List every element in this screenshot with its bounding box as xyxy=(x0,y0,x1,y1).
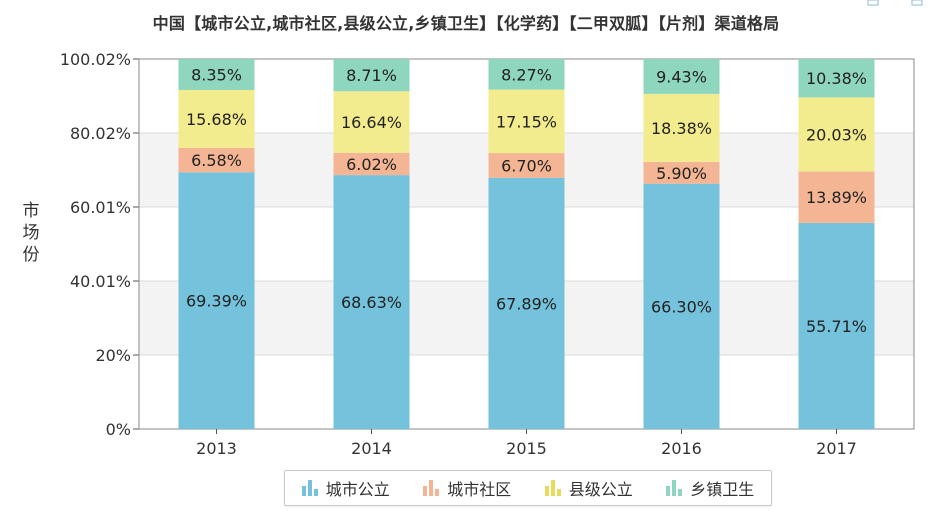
data-label: 5.90% xyxy=(656,164,707,183)
legend-item-county-public[interactable]: 县级公立 xyxy=(544,476,633,500)
legend-label: 县级公立 xyxy=(568,480,633,499)
bar-segment xyxy=(643,59,720,94)
data-label: 8.35% xyxy=(191,66,242,85)
x-tick-label: 2016 xyxy=(661,439,702,458)
y-tick-label: 0% xyxy=(106,420,131,439)
y-tick-label: 60.01% xyxy=(70,198,131,217)
bar-segment xyxy=(798,222,875,429)
y-axis-label-char: 份 xyxy=(22,245,40,265)
toolbar-icon[interactable] xyxy=(866,0,880,6)
legend: 城市公立 城市社区 县级公立 乡镇卫生 xyxy=(284,470,772,506)
y-tick-label: 20% xyxy=(95,346,131,365)
y-tick-label: 80.02% xyxy=(70,124,131,143)
data-label: 68.63% xyxy=(341,293,402,312)
y-axis-label-char: 市 xyxy=(22,201,40,221)
x-tick-label: 2015 xyxy=(506,439,547,458)
legend-item-city-public[interactable]: 城市公立 xyxy=(301,476,390,500)
bar-segment xyxy=(333,152,410,176)
bar-segment xyxy=(798,171,875,223)
y-axis-label-char: 场 xyxy=(22,223,40,243)
y-tick-label: 100.02% xyxy=(60,50,131,69)
x-tick-label: 2014 xyxy=(351,439,392,458)
legend-label: 乡镇卫生 xyxy=(690,480,755,499)
data-label: 18.38% xyxy=(651,119,712,138)
bar-segment xyxy=(178,172,255,429)
data-label: 10.38% xyxy=(806,69,867,88)
bar-segment xyxy=(178,89,255,148)
y-tick-label: 40.01% xyxy=(70,272,131,291)
bar-segment xyxy=(488,153,565,178)
toolbar-icon[interactable] xyxy=(910,0,924,6)
bar-segment xyxy=(333,175,410,429)
y-axis-label: 市 场 份 xyxy=(18,200,44,266)
bar-segment xyxy=(643,183,720,429)
bar-segment xyxy=(178,59,255,90)
legend-label: 城市公立 xyxy=(325,480,390,499)
data-label: 6.70% xyxy=(501,156,552,175)
legend-item-township-health[interactable]: 乡镇卫生 xyxy=(666,476,754,500)
plot-area: 0% 20% 40.01% 60.01% 80.02% 100.02% 69.39% 6.58… xyxy=(60,50,915,458)
bar-chart-icon xyxy=(423,480,440,496)
bar-segment xyxy=(798,97,875,172)
data-label: 17.15% xyxy=(496,112,557,131)
data-label: 8.27% xyxy=(501,65,552,84)
bar-segment xyxy=(643,161,720,184)
bar-segment xyxy=(488,177,565,429)
x-tick-label: 2013 xyxy=(196,439,237,458)
bar-segment xyxy=(333,91,410,153)
data-label: 15.68% xyxy=(186,110,247,129)
data-label: 16.64% xyxy=(341,113,402,132)
bar-chart-icon xyxy=(301,480,318,496)
bar-segment xyxy=(333,59,410,92)
data-label: 67.89% xyxy=(496,294,557,313)
bar-segment xyxy=(178,147,255,173)
x-tick-label: 2017 xyxy=(816,439,857,458)
legend-item-city-community[interactable]: 城市社区 xyxy=(423,476,511,500)
data-label: 6.58% xyxy=(191,151,242,170)
data-label: 9.43% xyxy=(656,67,707,86)
bar-segment xyxy=(798,59,875,98)
legend-label: 城市社区 xyxy=(447,480,512,499)
data-label: 66.30% xyxy=(651,297,712,316)
chart-title: 中国【城市公立,城市社区,县级公立,乡镇卫生】【化学药】【二甲双胍】【片剂】渠道… xyxy=(152,14,780,33)
data-label: 6.02% xyxy=(346,155,397,174)
data-label: 20.03% xyxy=(806,125,867,144)
bar-segment xyxy=(488,89,565,154)
data-label: 55.71% xyxy=(806,317,867,336)
data-label: 8.71% xyxy=(346,66,397,85)
bar-chart-icon xyxy=(544,480,561,496)
bar-segment xyxy=(643,93,720,162)
bar-chart-icon xyxy=(666,480,683,496)
data-label: 69.39% xyxy=(186,292,247,311)
data-label: 13.89% xyxy=(806,188,867,207)
bar-segment xyxy=(488,59,565,90)
